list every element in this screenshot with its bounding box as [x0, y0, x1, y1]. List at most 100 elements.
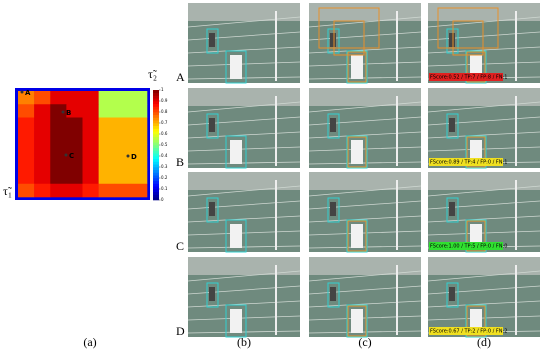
- photo: [187, 88, 301, 169]
- heatmap-cell: [98, 104, 116, 118]
- heatmap-cell: [50, 157, 67, 171]
- court-line: [187, 161, 301, 165]
- heatmap-cell: [98, 117, 116, 132]
- heatmap-cell: [114, 170, 132, 185]
- caption: (d): [477, 335, 491, 349]
- detection-box: [347, 220, 367, 252]
- player: [230, 140, 242, 164]
- heatmap-cell: [50, 104, 67, 118]
- heatmap-cell: [34, 157, 51, 171]
- colorbar-step: [153, 167, 159, 171]
- court-line: [308, 330, 422, 334]
- heatmap-cell: [114, 91, 132, 105]
- heatmap-cell: [82, 157, 99, 171]
- detection-box: [347, 305, 367, 337]
- colorbar-step: [153, 117, 159, 121]
- court-line: [308, 76, 422, 80]
- heatmap-cell: [130, 183, 148, 198]
- photo: [308, 172, 422, 253]
- court-line: [308, 61, 422, 67]
- court-line: [427, 315, 541, 321]
- colorbar-step: [153, 180, 159, 184]
- heatmap-cell: [34, 130, 51, 145]
- court-line: [308, 101, 422, 113]
- colorbar-step: [153, 178, 159, 182]
- colorbar-tick-label: 0.5: [161, 142, 168, 147]
- score-text: FScore:1.00 / TP:5 / FP:0 / FN:0: [430, 244, 507, 250]
- heatmap-cell: [50, 117, 67, 132]
- heatmap-cell: [82, 144, 99, 158]
- heatmap-cell: [50, 170, 67, 185]
- photo-sky: [428, 257, 540, 275]
- court-line: [308, 230, 422, 236]
- player: [209, 287, 215, 301]
- heatmap-cell: [82, 170, 99, 185]
- colorbar-step: [153, 142, 159, 146]
- row-label: A: [176, 70, 185, 84]
- colorbar-step: [153, 98, 159, 102]
- heatmap-cell: [50, 91, 67, 105]
- heatmap-cell: [98, 170, 116, 185]
- detection-box: [437, 7, 499, 49]
- photo: [187, 3, 301, 84]
- court-line: [187, 245, 301, 249]
- colorbar-tick-label: 0.9: [161, 98, 168, 103]
- colorbar-step: [153, 101, 159, 105]
- heatmap-cell: [130, 157, 148, 171]
- detection-box: [446, 197, 459, 223]
- court-line: [308, 185, 422, 197]
- point-marker: [20, 90, 24, 94]
- photo-sky: [428, 172, 540, 190]
- court-line: [187, 315, 301, 321]
- axis-label: τ̃₁: [3, 184, 12, 198]
- player: [351, 224, 363, 248]
- player: [351, 55, 363, 79]
- photo: FScore:0.52 / TP:7 / FP:8 / FN:1: [427, 3, 541, 84]
- heatmap-cell: [34, 117, 51, 132]
- court-line: [308, 161, 422, 165]
- detection-box: [347, 136, 367, 168]
- heatmap-cell: [130, 130, 148, 145]
- heatmap-cell: [66, 117, 83, 132]
- heatmap-cell: [130, 144, 148, 158]
- heatmap-cell: [18, 104, 35, 118]
- court-line: [427, 61, 541, 67]
- heatmap-cell: [34, 91, 51, 105]
- detection-box: [206, 113, 219, 139]
- colorbar-step: [153, 189, 159, 193]
- colorbar-step: [153, 158, 159, 162]
- score-bg: [429, 158, 503, 166]
- heatmap-cell: [50, 144, 67, 158]
- court-line: [427, 185, 541, 197]
- heatmap-cell: [130, 91, 148, 105]
- photo-sky: [188, 88, 300, 106]
- court-line: [187, 270, 301, 282]
- player: [230, 224, 242, 248]
- player: [449, 202, 455, 216]
- detection-box: [206, 28, 219, 54]
- colorbar-step: [153, 120, 159, 124]
- player: [330, 202, 336, 216]
- court-line: [427, 16, 541, 28]
- heatmap-cell: [18, 91, 35, 105]
- colorbar-step: [153, 128, 159, 132]
- detection-box: [446, 282, 459, 308]
- player: [351, 140, 363, 164]
- heatmap-cell: [66, 183, 83, 198]
- colorbar-step: [153, 172, 159, 176]
- detection-box: [466, 136, 486, 168]
- colorbar-step: [153, 92, 159, 96]
- heatmap-cell: [66, 130, 83, 145]
- heatmap-cell: [82, 91, 99, 105]
- court-line: [427, 230, 541, 236]
- detection-box: [225, 135, 247, 169]
- score-text: FScore:0.89 / TP:4 / FP:0 / FN:1: [430, 160, 507, 166]
- colorbar-step: [153, 186, 159, 190]
- colorbar-tick-label: 0.4: [161, 153, 168, 158]
- colorbar-step: [153, 145, 159, 149]
- court-line: [308, 245, 422, 249]
- detection-box: [225, 304, 247, 338]
- point-marker: [126, 154, 130, 158]
- detection-box: [225, 219, 247, 253]
- photo: FScore:0.89 / TP:4 / FP:0 / FN:1: [427, 88, 541, 169]
